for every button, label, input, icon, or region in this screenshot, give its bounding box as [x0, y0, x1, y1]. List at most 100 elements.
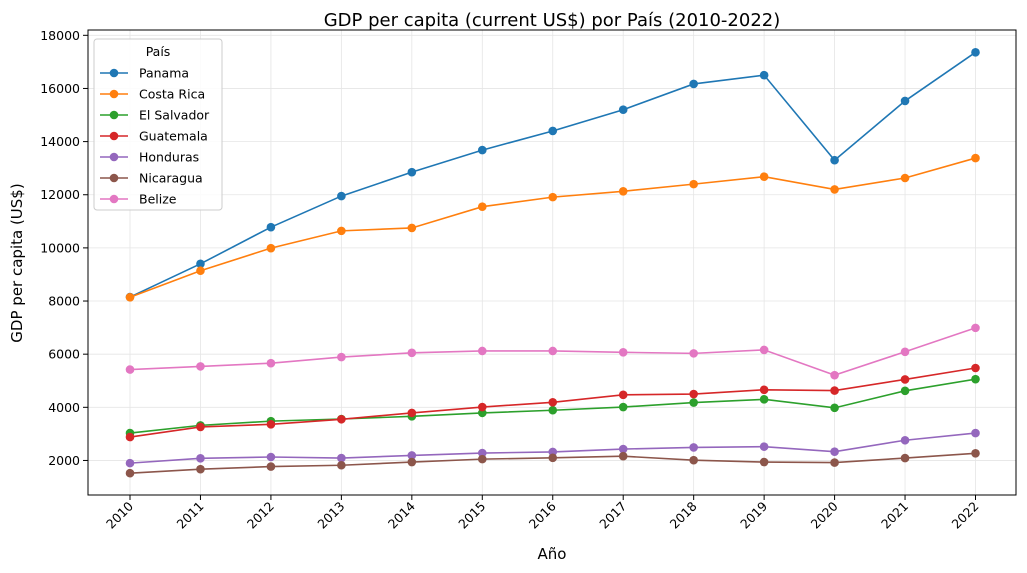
legend-swatch-marker	[109, 89, 119, 99]
x-tick-label: 2011	[173, 499, 206, 532]
chart-title: GDP per capita (current US$) por País (2…	[324, 10, 781, 31]
legend-entry: El Salvador	[139, 108, 210, 123]
data-point	[548, 192, 558, 202]
series-layer	[125, 48, 980, 478]
data-point	[407, 348, 417, 358]
legend-swatch-marker	[109, 68, 119, 78]
legend-entry: Guatemala	[139, 129, 208, 144]
y-tick-label: 4000	[48, 400, 80, 415]
data-point	[618, 451, 628, 461]
data-point	[900, 435, 910, 445]
data-point	[900, 347, 910, 357]
data-point	[689, 179, 698, 189]
legend-swatch-marker	[109, 194, 119, 204]
legend-box	[93, 38, 223, 211]
legend-entry: Belize	[139, 192, 177, 207]
y-axis: 2000 4000 6000 8000 10000 12000 14000 16000 1800…	[40, 28, 88, 468]
data-point	[266, 462, 276, 471]
data-point	[407, 457, 417, 467]
data-point	[618, 390, 628, 400]
data-point	[689, 398, 698, 407]
data-point	[759, 172, 769, 181]
x-axis-label: Año	[538, 545, 567, 563]
data-point	[337, 460, 346, 470]
data-point	[971, 428, 980, 438]
legend-swatch-marker	[109, 152, 119, 162]
series-guatemala	[125, 363, 980, 442]
data-point	[548, 405, 558, 415]
data-point	[337, 414, 346, 424]
data-point	[830, 386, 839, 395]
data-point	[971, 323, 980, 333]
data-point	[266, 420, 276, 429]
data-point	[196, 259, 205, 269]
legend-entry: Costa Rica	[139, 87, 205, 102]
y-tick-label: 14000	[40, 134, 80, 149]
x-tick-label: 2016	[526, 498, 559, 531]
plot-frame	[87, 29, 1017, 496]
x-tick-label: 2021	[878, 499, 911, 532]
data-point	[337, 453, 346, 463]
data-point	[125, 365, 135, 374]
data-point	[900, 386, 910, 396]
data-point	[407, 223, 417, 233]
data-point	[830, 370, 839, 380]
data-point	[900, 96, 910, 106]
x-tick-label: 2013	[314, 499, 347, 532]
data-point	[196, 422, 205, 432]
data-point	[689, 389, 698, 399]
data-point	[689, 79, 698, 89]
data-point	[618, 105, 628, 115]
data-point	[125, 468, 135, 478]
data-point	[548, 346, 558, 356]
data-point	[689, 443, 698, 452]
x-tick-label: 2010	[103, 498, 136, 531]
data-point	[266, 452, 276, 462]
data-point	[548, 126, 558, 136]
data-point	[337, 352, 346, 362]
x-axis: 2010 2011 2012 2013 2014 2015 2016 2017 2018 2019…	[103, 495, 982, 532]
data-point	[196, 464, 205, 474]
data-point	[900, 173, 910, 183]
y-tick-label: 12000	[40, 187, 80, 202]
data-point	[759, 345, 769, 355]
series-costa-rica	[125, 153, 980, 302]
data-point	[971, 363, 980, 373]
data-point	[477, 454, 487, 464]
data-point	[830, 447, 839, 456]
data-point	[618, 348, 628, 357]
x-tick-label: 2019	[737, 498, 770, 531]
y-axis-label: GDP per capita (US$)	[8, 183, 26, 342]
x-tick-label: 2012	[244, 499, 277, 532]
legend-swatch-marker	[109, 110, 119, 120]
data-point	[196, 266, 205, 276]
series-honduras	[125, 428, 980, 468]
data-point	[266, 243, 276, 253]
x-tick-label: 2018	[667, 498, 700, 531]
series-belize	[125, 323, 980, 380]
data-point	[971, 48, 980, 57]
data-point	[196, 454, 205, 463]
data-point	[477, 346, 487, 356]
y-tick-label: 2000	[48, 453, 80, 468]
legend: País Panama Costa Rica El Salvador Guatemala…	[93, 38, 223, 211]
data-point	[125, 293, 135, 302]
legend-entry: Nicaragua	[139, 171, 203, 186]
y-tick-label: 16000	[40, 81, 80, 96]
data-point	[830, 458, 839, 467]
data-point	[618, 402, 628, 412]
data-point	[337, 191, 346, 201]
y-tick-label: 10000	[40, 240, 80, 255]
data-point	[196, 362, 205, 371]
data-point	[759, 395, 769, 404]
legend-entry: Panama	[139, 66, 189, 81]
data-point	[830, 155, 839, 165]
series-nicaragua	[125, 448, 980, 478]
data-point	[689, 349, 698, 358]
y-tick-label: 8000	[48, 294, 80, 309]
data-point	[759, 457, 769, 467]
data-point	[618, 186, 628, 196]
data-point	[337, 226, 346, 236]
legend-swatch-marker	[109, 173, 119, 183]
